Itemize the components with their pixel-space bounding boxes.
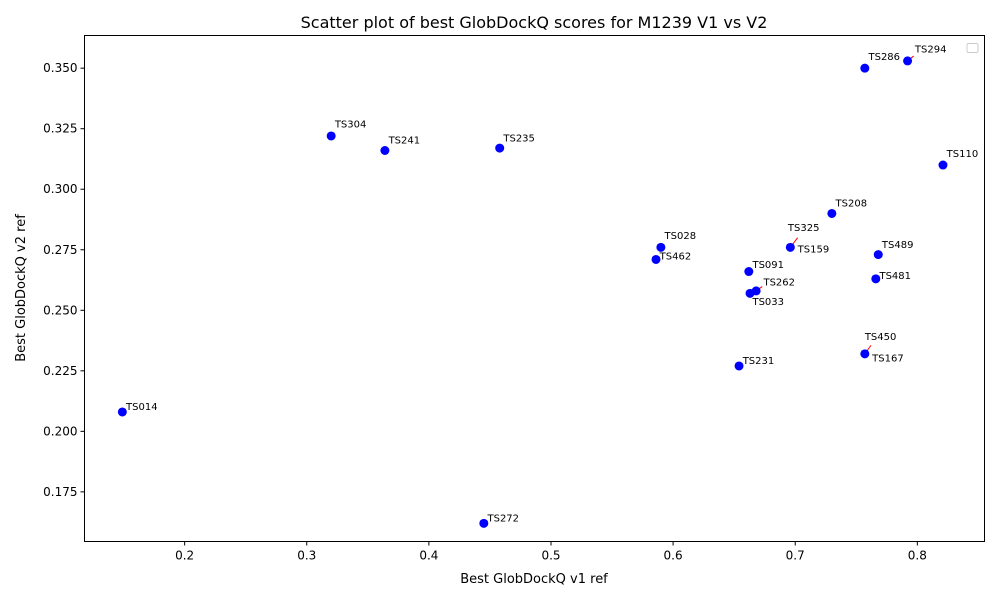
point-label-ts235: TS235 — [502, 133, 535, 144]
point-label-ts481: TS481 — [878, 271, 911, 282]
point-label-ts286: TS286 — [867, 52, 900, 63]
x-tick-label: 0.3 — [297, 549, 316, 563]
y-tick-label: 0.200 — [43, 424, 77, 438]
data-point — [785, 242, 795, 252]
data-point — [827, 208, 837, 218]
point-labels: TS294 TS286 TS304 TS241 TS235 TS110 TS208 TS325… — [125, 45, 978, 525]
point-label-ts241: TS241 — [388, 136, 421, 147]
y-tick-label: 0.225 — [43, 364, 77, 378]
point-label-ts159: TS159 — [797, 245, 830, 256]
point-label-ts014: TS014 — [125, 402, 158, 413]
point-label-ts208: TS208 — [835, 199, 868, 210]
data-point — [380, 146, 390, 155]
legend-box — [966, 43, 979, 53]
data-point — [860, 349, 870, 359]
data-point — [495, 143, 505, 153]
point-label-ts462: TS462 — [659, 251, 692, 262]
data-point — [734, 361, 744, 371]
point-label-ts091: TS091 — [751, 260, 784, 271]
x-tick-label: 0.8 — [908, 549, 927, 563]
data-point — [117, 407, 127, 417]
plot-area — [84, 35, 985, 542]
x-axis: 0.2 0.3 0.4 0.5 0.6 0.7 0.8 — [175, 541, 927, 563]
data-point — [871, 274, 881, 284]
x-tick-label: 0.6 — [664, 549, 683, 563]
y-tick-label: 0.275 — [43, 243, 77, 257]
point-label-ts231: TS231 — [742, 356, 775, 367]
chart-title: Scatter plot of best GlobDockQ scores fo… — [301, 13, 768, 32]
point-label-ts028: TS028 — [664, 231, 697, 242]
x-tick-label: 0.5 — [541, 549, 560, 563]
point-label-ts033: TS033 — [751, 297, 784, 308]
y-axis: 0.175 0.200 0.225 0.250 0.275 0.300 0.325 0.350 — [43, 61, 85, 499]
x-tick-label: 0.4 — [419, 549, 438, 563]
x-axis-label: Best GlobDockQ v1 ref — [460, 572, 608, 587]
point-label-ts262: TS262 — [762, 278, 795, 289]
y-tick-label: 0.300 — [43, 182, 77, 196]
data-point — [860, 63, 870, 73]
data-point — [873, 250, 883, 260]
y-tick-label: 0.350 — [43, 61, 77, 75]
point-label-ts489: TS489 — [881, 240, 914, 251]
point-label-ts272: TS272 — [486, 513, 519, 524]
data-point — [651, 254, 661, 264]
y-tick-label: 0.250 — [43, 303, 77, 317]
y-tick-label: 0.325 — [43, 122, 77, 136]
point-label-ts304: TS304 — [334, 120, 367, 131]
data-point — [656, 242, 666, 252]
axes-frame — [84, 35, 985, 542]
point-label-ts110: TS110 — [946, 149, 979, 160]
data-point — [479, 518, 489, 528]
data-points — [117, 56, 948, 528]
data-point — [938, 160, 948, 170]
x-tick-label: 0.7 — [786, 549, 805, 563]
data-point — [744, 267, 754, 277]
y-tick-label: 0.175 — [43, 485, 77, 499]
x-tick-label: 0.2 — [175, 549, 194, 563]
data-point — [903, 56, 913, 66]
data-point — [745, 288, 755, 298]
data-point — [326, 131, 336, 141]
point-label-ts294: TS294 — [914, 45, 947, 56]
point-label-ts450: TS450 — [864, 332, 897, 343]
point-label-ts167: TS167 — [871, 354, 904, 365]
y-axis-label: Best GlobDockQ v2 ref — [14, 214, 29, 362]
point-label-ts325: TS325 — [787, 223, 820, 234]
